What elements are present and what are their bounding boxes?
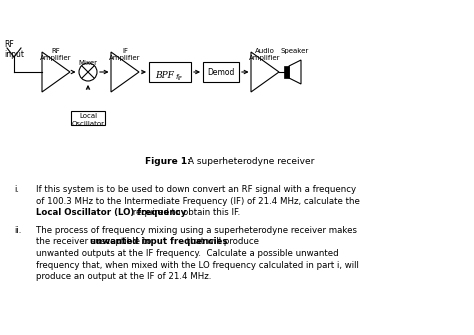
Text: IF
Amplifier: IF Amplifier [109, 48, 141, 61]
Text: Demod: Demod [207, 68, 235, 77]
Bar [284, 66, 289, 78]
Text: A superheterodyne receiver: A superheterodyne receiver [185, 157, 314, 166]
Text: RF
input: RF input [4, 40, 24, 59]
Text: i.: i. [14, 185, 19, 194]
Text: Local Oscillator (LO) frequency: Local Oscillator (LO) frequency [36, 208, 186, 217]
Text: that will produce: that will produce [184, 238, 259, 247]
Bar [149, 62, 191, 82]
Text: Figure 1:: Figure 1: [145, 157, 191, 166]
Text: The process of frequency mixing using a superheterodyne receiver makes: The process of frequency mixing using a … [36, 226, 357, 235]
Text: Local
Oscillator: Local Oscillator [72, 114, 104, 127]
Text: required to obtain this IF.: required to obtain this IF. [130, 208, 240, 217]
Text: RF
Amplifier: RF Amplifier [40, 48, 72, 61]
Text: the receiver susceptible to: the receiver susceptible to [36, 238, 154, 247]
Text: ii.: ii. [14, 226, 21, 235]
Text: Audio
Amplifier: Audio Amplifier [249, 48, 281, 61]
Bar [71, 111, 105, 125]
Text: If this system is to be used to down convert an RF signal with a frequency: If this system is to be used to down con… [36, 185, 356, 194]
Text: Mixer: Mixer [79, 60, 98, 66]
Text: of 100.3 MHz to the Intermediate Frequency (IF) of 21.4 MHz, calculate the: of 100.3 MHz to the Intermediate Frequen… [36, 197, 360, 205]
Text: $f_{IF}$: $f_{IF}$ [175, 73, 184, 83]
Text: frequency that, when mixed with the LO frequency calculated in part i, will: frequency that, when mixed with the LO f… [36, 261, 359, 269]
Bar [203, 62, 239, 82]
Text: unwanted input frequencies: unwanted input frequencies [90, 238, 228, 247]
Text: produce an output at the IF of 21.4 MHz.: produce an output at the IF of 21.4 MHz. [36, 272, 211, 281]
Text: unwanted outputs at the IF frequency.  Calculate a possible unwanted: unwanted outputs at the IF frequency. Ca… [36, 249, 338, 258]
Text: BPF: BPF [155, 71, 174, 80]
Text: Speaker: Speaker [281, 48, 309, 54]
